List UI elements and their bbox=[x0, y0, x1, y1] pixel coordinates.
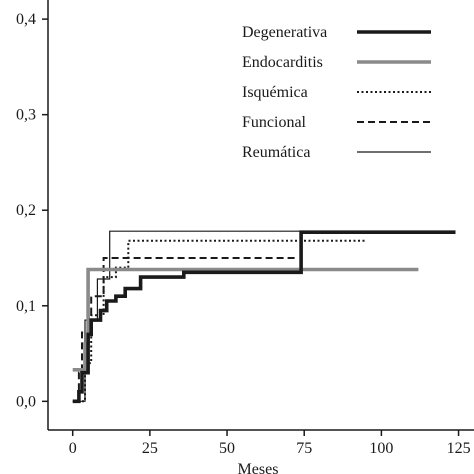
x-tick-label: 100 bbox=[369, 440, 393, 457]
legend-label: Funcional bbox=[242, 114, 307, 131]
series-line-degenerativa bbox=[72, 230, 456, 404]
y-tick-label: 0,3 bbox=[16, 107, 36, 124]
series-line-endocarditis bbox=[72, 267, 419, 372]
axes bbox=[47, 0, 474, 431]
series-layer bbox=[72, 230, 456, 404]
legend-label: Degenerativa bbox=[242, 24, 327, 41]
series-line-funcional bbox=[77, 257, 295, 402]
x-tick-label: 125 bbox=[447, 440, 471, 457]
legend-label: Reumática bbox=[242, 144, 310, 161]
y-tick-label: 0,4 bbox=[16, 11, 36, 28]
series-line-reumtica bbox=[72, 230, 419, 402]
y-tick-label: 0,1 bbox=[16, 298, 36, 315]
y-tick-label: 0,0 bbox=[16, 393, 36, 410]
x-tick-label: 0 bbox=[69, 440, 77, 457]
y-tick-label: 0,2 bbox=[16, 202, 36, 219]
x-tick-label: 50 bbox=[219, 440, 235, 457]
series-line-isqumica bbox=[82, 239, 366, 403]
legend-label: Isquémica bbox=[242, 84, 308, 101]
legend-label: Endocarditis bbox=[242, 54, 323, 71]
x-axis-label: Meses bbox=[238, 461, 279, 474]
x-tick-label: 75 bbox=[296, 440, 312, 457]
x-ticks: 0 25 50 75 100 125 bbox=[69, 430, 471, 457]
y-ticks: 0,0 0,1 0,2 0,3 0,4 bbox=[16, 11, 48, 410]
x-tick-label: 25 bbox=[142, 440, 158, 457]
legend: Degenerativa Endocarditis Isquémica Funcion… bbox=[242, 24, 431, 161]
